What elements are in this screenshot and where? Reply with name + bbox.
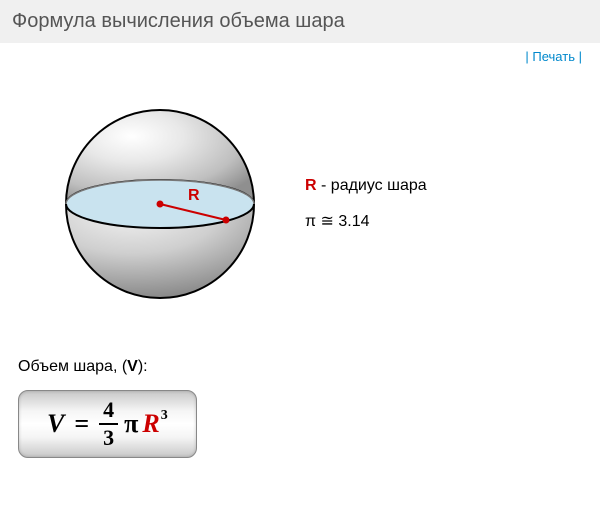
page-title: Формула вычисления объема шара (0, 0, 600, 43)
content-row: R R - радиус шара π ≅ 3.14 (0, 64, 600, 334)
volume-suffix: ): (138, 358, 148, 375)
volume-var: V (127, 358, 138, 375)
r-meaning: - радиус шара (321, 177, 427, 194)
print-link-row: | Печать | (0, 43, 600, 64)
pi-value: 3.14 (338, 213, 369, 230)
edge-point (223, 217, 230, 224)
r-symbol: R (305, 177, 317, 194)
numerator: 4 (99, 399, 118, 423)
page-title-text: Формула вычисления объема шара (12, 10, 345, 32)
print-link[interactable]: Печать (532, 49, 575, 64)
equals-sign: = (74, 409, 89, 439)
radius-legend: R - радиус шара (305, 177, 427, 195)
pi-symbol: π (305, 213, 316, 230)
fraction: 4 3 (99, 399, 118, 449)
legend: R - радиус шара π ≅ 3.14 (305, 177, 427, 231)
formula-variable: R (142, 409, 159, 439)
pi-legend: π ≅ 3.14 (305, 211, 427, 231)
formula: V = 4 3 π R3 (47, 399, 168, 449)
radius-label: R (188, 187, 200, 204)
volume-heading: Объем шара, (V): (0, 334, 600, 390)
center-point (157, 201, 164, 208)
denominator: 3 (99, 423, 118, 449)
formula-lhs: V (47, 409, 64, 439)
pi-symbol-formula: π (124, 409, 138, 439)
volume-prefix: Объем шара, ( (18, 358, 127, 375)
approx-symbol: ≅ (321, 213, 334, 230)
formula-box: V = 4 3 π R3 (18, 390, 197, 458)
separator: | (579, 49, 582, 64)
formula-exponent: 3 (161, 408, 168, 424)
sphere-diagram: R (50, 94, 270, 314)
